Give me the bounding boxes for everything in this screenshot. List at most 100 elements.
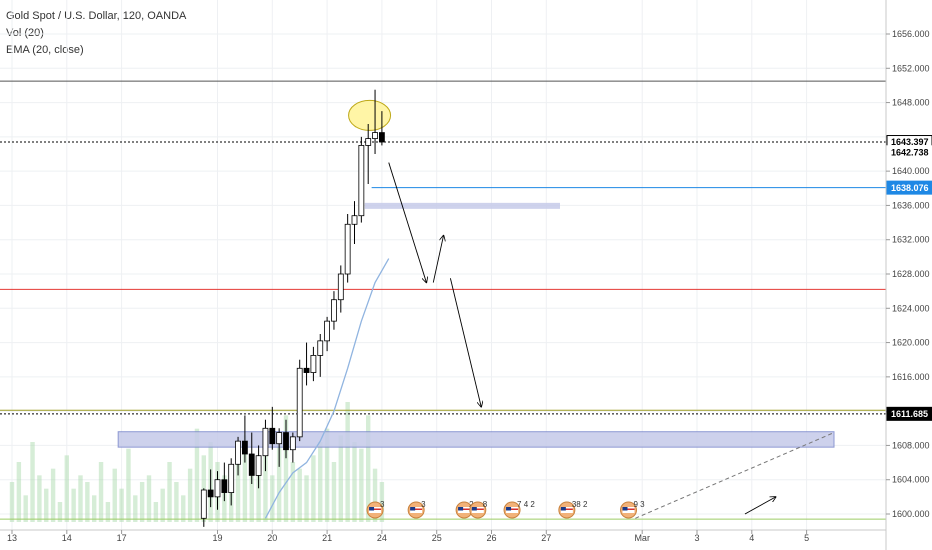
volume-bar	[270, 475, 275, 522]
volume-bar	[194, 428, 200, 522]
volume-bar	[105, 502, 111, 522]
volume-bar	[71, 488, 76, 522]
volume-bar	[37, 475, 42, 522]
volume-bar	[9, 482, 15, 522]
volume-bar	[304, 475, 309, 522]
volume-bar	[311, 455, 316, 522]
event-count: 7 4 2	[517, 500, 535, 509]
price-tick-label: 1636.000	[892, 200, 930, 210]
volume-bar	[283, 415, 289, 522]
volume-bar	[256, 468, 261, 522]
price-tick-label: 1608.000	[892, 440, 930, 450]
time-tick-label: 20	[267, 533, 277, 543]
volume-bar	[338, 435, 343, 522]
price-tag	[886, 145, 932, 160]
volume-bar	[167, 462, 172, 522]
volume-bar	[16, 462, 22, 522]
candle-up	[358, 145, 365, 217]
lower-zone	[117, 431, 835, 448]
projection-arrow	[388, 162, 427, 283]
candle-down	[241, 440, 248, 455]
price-tick-label: 1656.000	[892, 29, 930, 39]
price-tag	[886, 180, 932, 195]
candle-up	[344, 223, 351, 275]
candle-up	[337, 273, 344, 301]
time-tick-label: 14	[62, 533, 72, 543]
candle-up	[200, 489, 207, 519]
volume-bar	[30, 442, 35, 522]
volume-bar	[174, 482, 179, 522]
flag-stripe	[458, 508, 471, 510]
projection-arrow	[449, 278, 481, 407]
volume-bar	[98, 462, 104, 522]
chart-legend: Gold Spot / U.S. Dollar, 120, OANDA Vol …	[6, 8, 186, 59]
price-tick-label: 1652.000	[892, 63, 930, 73]
volume-bar	[160, 488, 165, 522]
candle-down	[207, 489, 214, 498]
candle-up	[255, 455, 262, 476]
flag-canton	[458, 507, 464, 511]
event-marker: 3	[366, 500, 385, 519]
candle-up	[365, 138, 372, 146]
time-tick-label: 26	[486, 533, 496, 543]
projection-arrow	[744, 497, 776, 515]
time-tick-label: 19	[212, 533, 222, 543]
volume-bar	[235, 448, 241, 522]
volume-bar	[112, 468, 117, 522]
volume-bar	[263, 455, 268, 522]
time-tick-label: 5	[804, 533, 809, 543]
flag-canton	[506, 507, 512, 511]
price-tick-label: 1640.000	[892, 166, 930, 176]
event-count: 3	[380, 500, 385, 509]
volume-bar	[331, 462, 337, 522]
price-tick-label: 1624.000	[892, 303, 930, 313]
candle-up	[310, 355, 317, 373]
time-tick-label: 3	[694, 533, 699, 543]
volume-bar	[297, 468, 302, 522]
price-tick-label: 1648.000	[892, 98, 930, 108]
candle-up	[331, 299, 337, 322]
volume-bar	[50, 468, 56, 522]
price-tick-label: 1632.000	[892, 235, 930, 245]
highlight-ellipse	[348, 99, 392, 131]
volume-bar	[85, 482, 90, 522]
flag-stripe	[506, 508, 519, 510]
event-marker: 38 2	[558, 500, 588, 519]
volume-bar	[366, 415, 371, 522]
event-count: 8	[483, 500, 488, 509]
price-tag-label: 1638.076	[891, 183, 929, 193]
time-tick-label: Mar	[634, 533, 650, 543]
candle-down	[248, 453, 255, 476]
flag-stripe	[410, 508, 423, 510]
flag-canton	[471, 507, 477, 511]
volume-bar	[352, 442, 357, 522]
volume-bar	[153, 502, 159, 522]
volume-bar	[44, 488, 49, 522]
volume-bar	[146, 475, 152, 522]
price-tag-label: 1642.738	[891, 147, 929, 157]
candle-down	[283, 432, 289, 451]
price-tick-label: 1616.000	[892, 372, 930, 382]
flag-stripe	[560, 508, 573, 510]
volume-bar	[372, 468, 378, 522]
flag-stripe	[369, 508, 382, 510]
projection-arrow	[432, 235, 443, 283]
candle-up	[372, 132, 378, 139]
flag-canton	[410, 507, 416, 511]
event-marker: 7 4 2	[503, 500, 535, 519]
event-count: 9 3	[634, 500, 646, 509]
event-count: 38 2	[572, 500, 588, 509]
time-tick-label: 4	[749, 533, 754, 543]
price-tick-label: 1604.000	[892, 475, 930, 485]
flag-stripe	[622, 508, 635, 510]
volume-bar	[57, 502, 63, 522]
volume-bar	[290, 462, 296, 522]
candle-down	[269, 427, 276, 445]
flag-canton	[560, 507, 566, 511]
volume-bar	[318, 442, 323, 522]
candle-down	[221, 479, 228, 493]
candle-up	[214, 479, 221, 498]
volume-bar	[23, 495, 28, 522]
time-tick-label: 13	[7, 533, 17, 543]
